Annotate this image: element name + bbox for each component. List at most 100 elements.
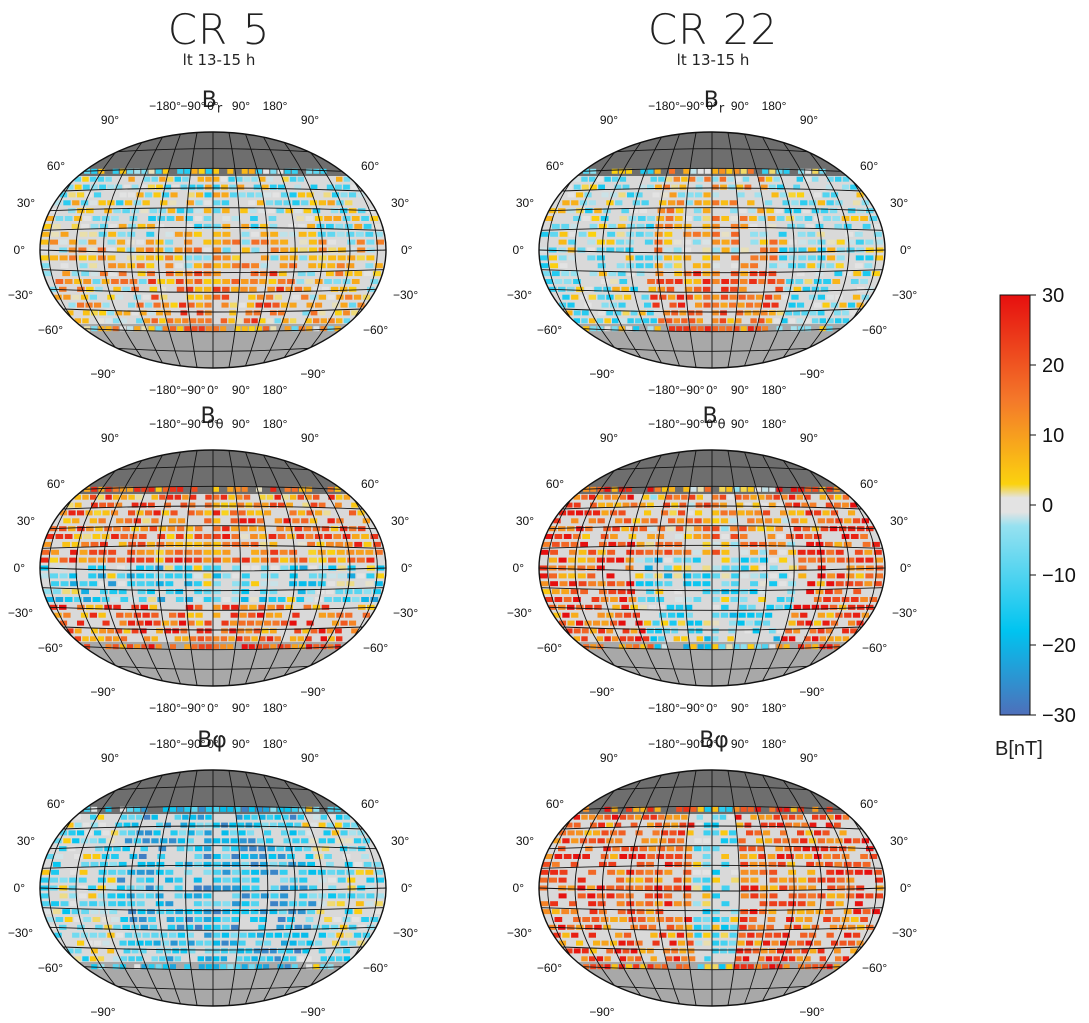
field-cell bbox=[287, 854, 295, 859]
field-cell bbox=[854, 263, 863, 269]
field-cell bbox=[829, 526, 838, 532]
field-cell bbox=[174, 231, 183, 237]
field-cell bbox=[703, 294, 711, 300]
field-cell bbox=[755, 326, 761, 332]
field-cell bbox=[850, 917, 859, 922]
field-cell bbox=[328, 814, 335, 820]
field-cell bbox=[671, 184, 679, 190]
field-cell bbox=[184, 964, 191, 970]
field-cell bbox=[834, 822, 841, 828]
field-cell bbox=[82, 822, 90, 828]
field-cell bbox=[346, 231, 355, 237]
field-cell bbox=[673, 176, 680, 182]
field-cell bbox=[610, 534, 618, 539]
field-cell bbox=[655, 223, 664, 229]
field-cell bbox=[721, 604, 729, 610]
field-cell bbox=[740, 885, 749, 891]
field-cell bbox=[658, 176, 665, 182]
field-cell bbox=[635, 263, 644, 269]
field-cell bbox=[616, 557, 625, 563]
field-cell bbox=[353, 294, 362, 300]
field-cell bbox=[835, 869, 844, 875]
field-cell bbox=[191, 486, 198, 492]
field-cell bbox=[136, 573, 145, 579]
field-cell bbox=[77, 510, 85, 516]
field-cell bbox=[213, 573, 221, 579]
field-cell bbox=[289, 549, 298, 555]
field-cell bbox=[189, 636, 197, 642]
field-cell bbox=[266, 636, 274, 642]
field-cell bbox=[809, 310, 817, 316]
field-cell bbox=[231, 917, 240, 922]
field-cell bbox=[281, 620, 289, 626]
field-cell bbox=[694, 932, 702, 938]
field-cell bbox=[712, 294, 720, 300]
field-cell bbox=[814, 192, 822, 198]
field-cell bbox=[159, 318, 166, 324]
field-cell bbox=[740, 589, 749, 595]
field-cell bbox=[673, 255, 682, 261]
field-cell bbox=[283, 200, 291, 206]
field-cell bbox=[558, 604, 566, 610]
field-cell bbox=[865, 557, 874, 563]
field-cell bbox=[133, 612, 141, 618]
field-cell bbox=[639, 604, 647, 610]
field-cell bbox=[213, 838, 221, 844]
field-cell bbox=[203, 247, 212, 253]
field-cell bbox=[260, 263, 269, 269]
field-cell bbox=[255, 620, 263, 626]
field-cell bbox=[241, 869, 250, 875]
field-cell bbox=[784, 924, 792, 930]
field-cell bbox=[686, 830, 694, 836]
field-cell bbox=[835, 636, 842, 642]
longitude-line bbox=[656, 450, 681, 686]
field-cell bbox=[203, 573, 212, 579]
field-cell bbox=[153, 940, 161, 946]
field-cell bbox=[345, 838, 353, 844]
field-cell bbox=[742, 956, 750, 962]
field-cell bbox=[567, 885, 576, 891]
field-cell bbox=[71, 909, 80, 915]
field-cell bbox=[176, 286, 185, 292]
column-title-main: CR 22 bbox=[647, 5, 779, 54]
field-cell bbox=[721, 526, 729, 532]
field-cell bbox=[116, 294, 124, 300]
field-cell bbox=[184, 326, 191, 332]
field-cell bbox=[721, 885, 730, 891]
field-cell bbox=[635, 956, 642, 962]
field-cell bbox=[811, 604, 820, 610]
field-cell bbox=[82, 494, 89, 500]
field-cell bbox=[77, 940, 85, 946]
field-cell bbox=[758, 854, 766, 859]
field-cell bbox=[764, 932, 773, 938]
field-cell bbox=[875, 573, 883, 579]
field-cell bbox=[187, 620, 195, 626]
field-cell bbox=[165, 877, 174, 883]
field-cell bbox=[282, 176, 289, 182]
field-cell bbox=[671, 502, 679, 508]
field-cell bbox=[611, 326, 618, 332]
field-cell bbox=[95, 924, 103, 930]
field-cell bbox=[213, 604, 221, 610]
field-cell bbox=[811, 526, 820, 532]
field-cell bbox=[203, 279, 212, 284]
field-cell bbox=[355, 231, 364, 237]
field-cell bbox=[335, 628, 342, 634]
field-cell bbox=[298, 830, 306, 836]
field-cell bbox=[875, 893, 883, 899]
field-cell bbox=[243, 176, 251, 182]
latitude-tick-label-right: 0° bbox=[401, 243, 413, 257]
field-cell bbox=[545, 279, 553, 284]
field-cell bbox=[203, 534, 212, 539]
field-cell bbox=[89, 231, 98, 237]
field-cell bbox=[740, 806, 747, 812]
field-cell bbox=[775, 846, 783, 852]
field-cell bbox=[294, 184, 302, 190]
field-cell bbox=[754, 940, 762, 946]
field-cell bbox=[737, 192, 745, 198]
longitude-line bbox=[291, 450, 351, 686]
field-cell bbox=[71, 589, 80, 595]
field-cell bbox=[601, 192, 609, 198]
field-cell bbox=[790, 326, 797, 332]
field-cell bbox=[185, 279, 193, 284]
